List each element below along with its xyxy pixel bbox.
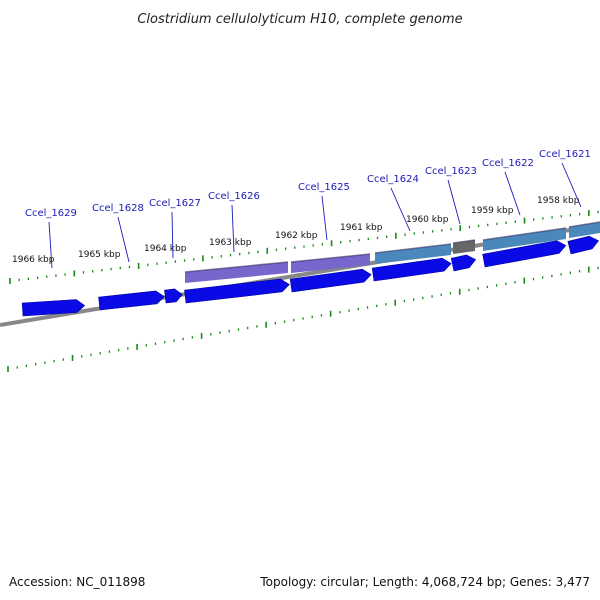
gene-arrow (164, 288, 183, 304)
gene-label: Ccel_1621 (539, 149, 591, 160)
ruler-tick-label: 1966 kbp (12, 255, 55, 265)
gene-arrow (371, 257, 452, 282)
cds-feature-edge (184, 261, 289, 273)
cds-feature-edge (290, 253, 371, 263)
upper-tick-track (9, 210, 599, 284)
gene-label: Ccel_1623 (425, 166, 477, 177)
cds-feature-bar (375, 244, 451, 264)
gene-arrow (289, 268, 372, 293)
cds-feature-bar (291, 254, 370, 273)
gene-label-leader (171, 211, 174, 259)
genome-title: Clostridium cellulolyticum H10, complete… (137, 12, 462, 27)
gene-label-group: Ccel_1629 Ccel_1628 Ccel_1627 Ccel_1626 Ccel… (25, 149, 591, 269)
ruler-tick-label: 1963 kbp (209, 238, 252, 248)
gene-label-leader (48, 221, 53, 269)
gene-arrow-track (21, 235, 599, 317)
ruler-tick-label: 1965 kbp (78, 250, 121, 260)
cds-feature-bar (483, 228, 566, 251)
ruler-tick-label: 1961 kbp (340, 223, 383, 233)
gene-label: Ccel_1629 (25, 208, 77, 219)
ruler-tick-label: 1962 kbp (275, 231, 318, 241)
gene-arrow (450, 254, 477, 272)
cds-feature-bar (453, 240, 475, 254)
gene-label-leader (390, 187, 411, 232)
gene-label: Ccel_1625 (298, 182, 350, 193)
lower-tick-track (7, 266, 599, 372)
gene-label: Ccel_1624 (367, 174, 419, 185)
gene-label: Ccel_1626 (208, 191, 260, 202)
ruler-tick-label: 1960 kbp (406, 215, 449, 225)
accession-text: Accession: NC_011898 (9, 575, 145, 589)
gene-arrow (98, 290, 165, 311)
gene-label: Ccel_1628 (92, 203, 144, 214)
gene-label-leader (321, 195, 328, 241)
gene-label-leader (117, 216, 130, 263)
gene-label-leader (504, 171, 521, 216)
cds-feature-edge (482, 227, 567, 241)
cds-feature-edge (568, 221, 600, 228)
gene-arrow (482, 240, 567, 268)
gene-label-leader (561, 162, 582, 208)
cds-feature-track (184, 221, 600, 283)
cds-feature-edge (374, 243, 452, 254)
gene-arrow (567, 235, 599, 255)
gene-label: Ccel_1622 (482, 158, 534, 169)
gene-arrow (21, 299, 86, 317)
ruler-tick-label: 1959 kbp (471, 206, 514, 216)
genome-summary-text: Topology: circular; Length: 4,068,724 bp… (259, 575, 590, 589)
tick-label-group: 1966 kbp 1965 kbp 1964 kbp 1963 kbp 1962 kbp… (12, 196, 580, 265)
ruler-tick-label: 1964 kbp (144, 244, 187, 254)
cds-feature-edge (452, 239, 476, 244)
gene-arrow (184, 278, 290, 304)
cds-feature-bar (185, 262, 288, 283)
ruler-tick-label: 1958 kbp (537, 196, 580, 206)
gene-label-leader (447, 179, 461, 225)
gene-label: Ccel_1627 (149, 198, 201, 209)
gene-label-leader (231, 204, 235, 253)
